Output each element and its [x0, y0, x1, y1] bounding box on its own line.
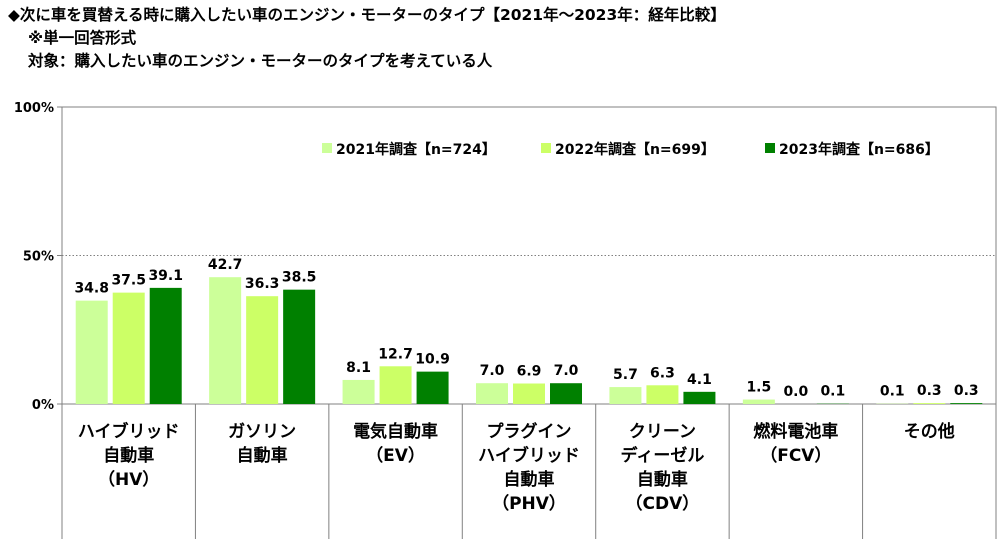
x-category-label: 自動車	[504, 469, 555, 490]
x-category-label: ガソリン	[228, 422, 296, 442]
bar	[646, 385, 679, 404]
data-label: 10.9	[415, 352, 450, 368]
bar	[609, 387, 642, 404]
x-category-label: （EV）	[366, 445, 425, 466]
bar	[416, 371, 449, 404]
x-category-label: 自動車	[637, 469, 688, 490]
x-category-label: （CDV）	[626, 493, 700, 514]
data-label: 8.1	[346, 360, 371, 376]
data-label: 34.8	[74, 281, 109, 297]
data-label: 6.9	[517, 364, 542, 380]
x-category-label: 燃料電池車	[753, 421, 838, 442]
legend-label: 2021年調査【n=724】	[336, 141, 496, 158]
x-category-label: （HV）	[98, 469, 159, 490]
bar	[149, 287, 182, 404]
bar	[246, 296, 279, 404]
data-label: 37.5	[111, 273, 146, 289]
data-label: 6.3	[650, 365, 675, 381]
bar	[75, 300, 108, 404]
x-category-label: ハイブリッド	[78, 421, 180, 442]
data-label: 0.1	[880, 384, 905, 400]
bar	[476, 383, 508, 404]
x-category-label: プラグイン	[487, 421, 572, 442]
data-label: 0.3	[954, 383, 979, 399]
x-category-label: （PHV）	[492, 493, 566, 514]
data-label: 36.3	[245, 276, 280, 292]
legend-swatch	[322, 143, 332, 153]
data-label: 39.1	[148, 268, 183, 284]
data-label: 7.0	[480, 363, 505, 379]
bar	[913, 403, 946, 404]
bar	[112, 292, 145, 404]
x-category-label: クリーン	[629, 422, 696, 442]
bar	[209, 277, 242, 404]
bar	[283, 289, 316, 404]
bar	[342, 379, 375, 404]
x-category-label: その他	[904, 421, 955, 442]
data-label: 7.0	[554, 363, 579, 379]
data-label: 38.5	[282, 270, 317, 286]
data-label: 42.7	[208, 257, 243, 273]
x-category-label: ディーゼル	[621, 445, 705, 466]
data-label: 4.1	[687, 372, 712, 388]
legend-swatch	[765, 143, 775, 153]
x-category-label: 電気自動車	[353, 421, 438, 442]
x-category-label: ハイブリッド	[478, 445, 580, 466]
chart-header: ◆次に車を買替える時に購入したい車のエンジン・モーターのタイプ【2021年～20…	[8, 4, 726, 73]
x-category-label: （FCV）	[760, 445, 831, 466]
legend-label: 2022年調査【n=699】	[555, 141, 715, 158]
bar	[683, 391, 716, 404]
y-tick-label: 0%	[32, 398, 54, 413]
x-category-label: 自動車	[103, 445, 154, 466]
legend-swatch	[541, 143, 551, 153]
target-note: 対象：購入したい車のエンジン・モーターのタイプを考えている人	[28, 52, 493, 70]
y-tick-label: 50%	[23, 250, 54, 265]
legend-label: 2023年調査【n=686】	[779, 141, 939, 158]
bar	[379, 366, 412, 404]
y-tick-label: 100%	[14, 101, 54, 116]
chart-title: ◆次に車を買替える時に購入したい車のエンジン・モーターのタイプ【2021年～20…	[8, 6, 726, 24]
bar	[550, 383, 582, 404]
data-label: 0.0	[783, 384, 808, 400]
bar	[513, 383, 545, 404]
bar	[950, 403, 983, 404]
data-label: 12.7	[378, 346, 413, 362]
format-note: ※単一回答形式	[28, 29, 137, 47]
bar	[742, 399, 775, 404]
data-label: 0.3	[917, 383, 942, 399]
x-category-label: 自動車	[237, 445, 288, 466]
data-label: 0.1	[820, 384, 845, 400]
data-label: 5.7	[613, 367, 638, 383]
data-label: 1.5	[746, 380, 771, 396]
